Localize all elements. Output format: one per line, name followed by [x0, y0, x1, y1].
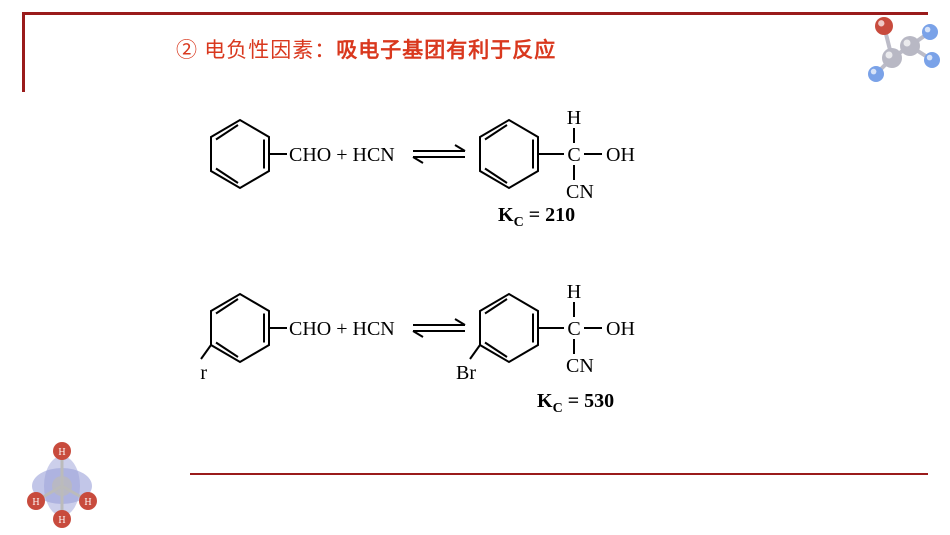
- slide-title: ② 电负性因素：吸电子基团有利于反应: [176, 34, 556, 64]
- reaction-r2: Br CHO + HCN Br CH OH CN: [200, 258, 760, 398]
- svg-text:CHO + HCN: CHO + HCN: [289, 318, 395, 340]
- svg-text:H: H: [567, 281, 581, 303]
- svg-text:CN: CN: [566, 181, 594, 203]
- svg-text:Br: Br: [456, 362, 476, 384]
- svg-text:C: C: [567, 144, 580, 166]
- slide-frame-bottom: [190, 473, 928, 475]
- slide-frame-left: [22, 12, 25, 92]
- svg-text:Br: Br: [200, 362, 207, 384]
- orbital-decor-icon: H H H H: [12, 431, 112, 531]
- svg-text:OH: OH: [606, 318, 635, 340]
- molecule-decor-icon: [856, 4, 946, 94]
- slide-frame-top: [22, 12, 928, 15]
- title-lead: ② 电负性因素：: [176, 38, 336, 62]
- svg-text:CN: CN: [566, 355, 594, 377]
- svg-text:H: H: [32, 497, 39, 508]
- svg-text:H: H: [84, 497, 91, 508]
- svg-text:H: H: [567, 107, 581, 129]
- title-emph: 吸电子基团有利于反应: [336, 38, 556, 62]
- svg-text:OH: OH: [606, 144, 635, 166]
- reaction-r1: CHO + HCN CH OH CN: [200, 84, 760, 224]
- svg-text:CHO + HCN: CHO + HCN: [289, 144, 395, 166]
- kc-label-r2: KC = 530: [537, 390, 614, 417]
- kc-label-r1: KC = 210: [498, 204, 575, 231]
- svg-text:C: C: [567, 318, 580, 340]
- svg-text:H: H: [58, 447, 65, 458]
- svg-text:H: H: [58, 515, 65, 526]
